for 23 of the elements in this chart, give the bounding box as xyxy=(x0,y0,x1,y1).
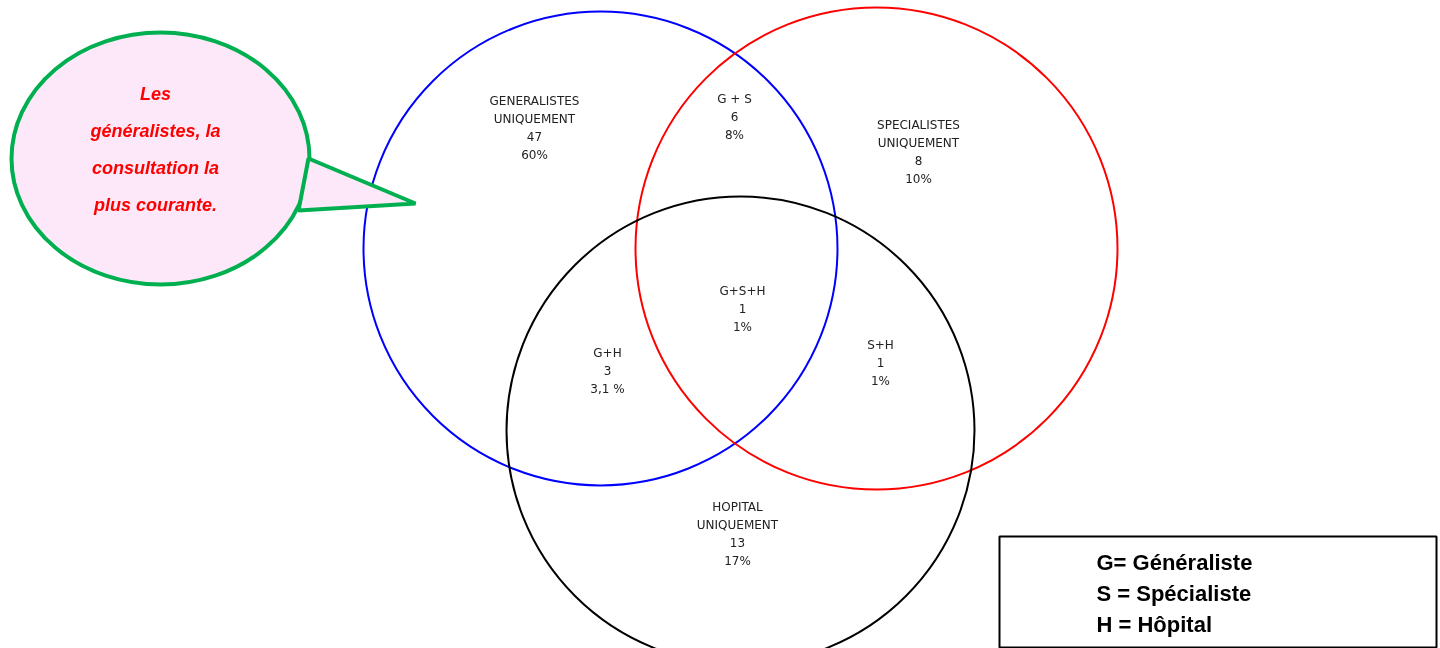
data-label: 60% xyxy=(521,147,548,162)
data-label: 10% xyxy=(905,171,932,186)
data-label: 1 xyxy=(738,302,747,316)
data-label: 8 xyxy=(914,154,923,168)
data-label: 6 xyxy=(730,110,739,124)
category-label: G+H xyxy=(593,345,622,360)
data-label: 1% xyxy=(732,319,753,334)
category-label: G + S xyxy=(717,91,752,106)
data-label: 8% xyxy=(724,127,745,142)
data-label: 1% xyxy=(870,373,891,388)
data-label: 1 xyxy=(876,356,885,370)
category-label: S+H xyxy=(867,337,894,352)
data-label: 3 xyxy=(603,364,612,378)
data-label: 47 xyxy=(526,130,543,144)
category-label: HOPITAL UNIQUEMENT xyxy=(696,499,779,532)
category-label: G+S+H xyxy=(719,283,766,298)
category-label: GENERALISTES UNIQUEMENT xyxy=(489,93,580,126)
category-label: SPECIALISTES UNIQUEMENT xyxy=(877,117,960,150)
data-label: 3,1 % xyxy=(590,381,625,396)
text: Les généralistes, la consultation la plus courante. xyxy=(89,83,221,215)
text: G= Généraliste S = Spécialiste H = Hôpital xyxy=(1096,550,1253,637)
data-label: 13 xyxy=(729,536,746,550)
data-label: 17% xyxy=(724,553,751,568)
